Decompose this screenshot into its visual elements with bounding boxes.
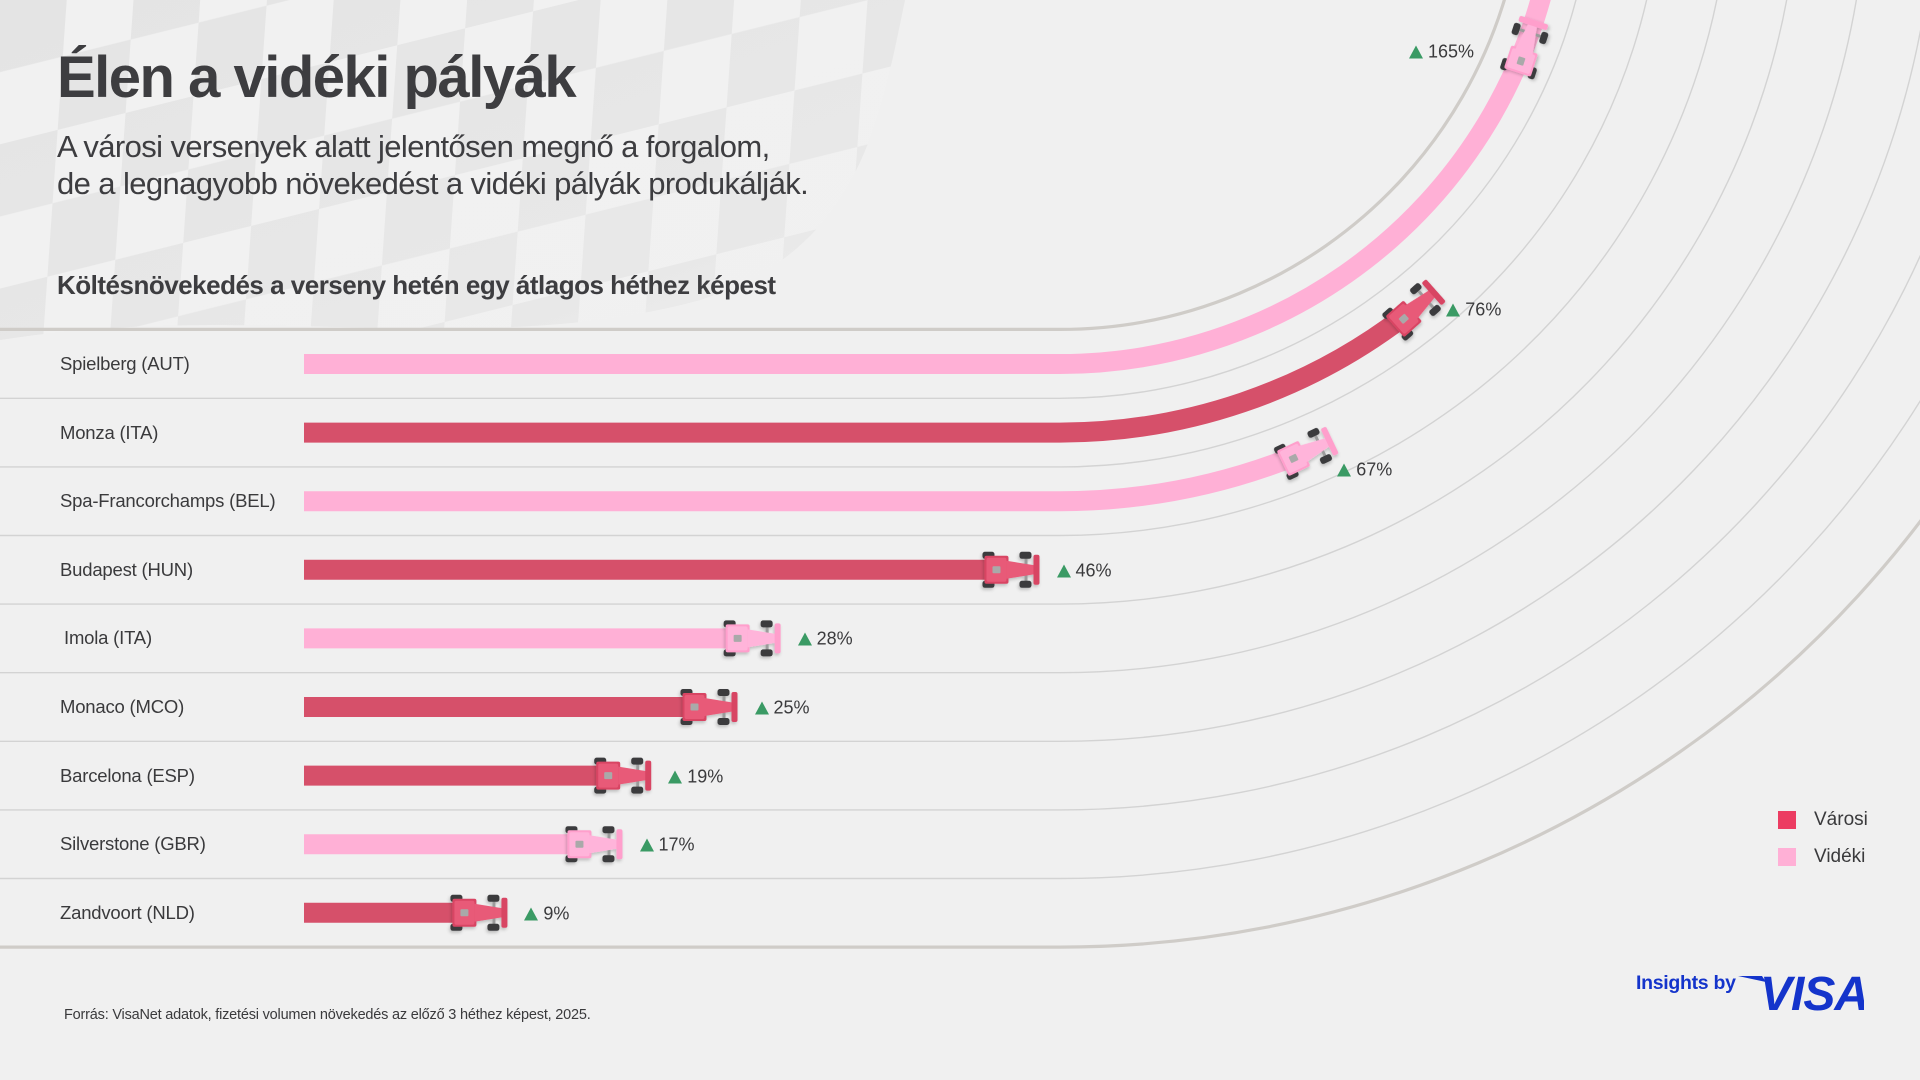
value-text: 67%: [1356, 459, 1393, 480]
row-separator: [0, 0, 1857, 674]
value-text: 165%: [1428, 41, 1475, 62]
track-border-top: [0, 0, 1506, 331]
page-title: Élen a vidéki pályák: [57, 45, 577, 110]
row-label: Spielberg (AUT): [60, 353, 190, 374]
race-car-icon: [680, 689, 738, 725]
race-car-icon: [982, 551, 1040, 588]
race-car-icon: [1500, 16, 1549, 80]
row-separator: [0, 399, 1920, 880]
row-label: Monaco (MCO): [60, 696, 185, 717]
row-label: Silverstone (GBR): [60, 833, 206, 855]
row-separator: [0, 0, 1577, 399]
row-label: Barcelona (ESP): [60, 764, 195, 786]
value-label: 46%: [1056, 560, 1112, 581]
up-arrow-icon: [1446, 303, 1461, 317]
up-arrow-icon: [1337, 463, 1352, 477]
row-separator: [0, 0, 1718, 537]
row-label: Imola (ITA): [64, 627, 152, 649]
row-label: Spa-Francorchamps (BEL): [60, 490, 276, 512]
source-note: Forrás: VisaNet adatok, fizetési volumen…: [64, 1007, 591, 1023]
value-label: 28%: [797, 628, 853, 650]
up-arrow-icon: [668, 770, 683, 784]
up-arrow-icon: [1056, 564, 1071, 578]
up-arrow-icon: [797, 632, 812, 646]
value-label: 76%: [1446, 300, 1501, 321]
legend-item-varosi: Városi: [1778, 809, 1868, 831]
chart-title: Költésnövekedés a verseny hetén egy átla…: [57, 270, 776, 300]
up-arrow-icon: [1409, 45, 1423, 59]
value-text: 76%: [1465, 299, 1502, 320]
track-border-bottom: [0, 518, 1920, 949]
brand-logo: Insights by VISA: [1636, 970, 1864, 1014]
legend-label-varosi: Városi: [1814, 809, 1868, 830]
value-label: 165%: [1409, 42, 1474, 63]
brand-prefix: Insights by: [1636, 972, 1736, 994]
value-label: 67%: [1337, 459, 1392, 480]
legend-swatch-varosi: [1778, 811, 1796, 829]
legend-swatch-videki: [1778, 848, 1796, 866]
row-separator: [0, 0, 1648, 468]
bars: [304, 0, 1551, 923]
legend-label-videki: Vidéki: [1814, 846, 1866, 867]
race-car-icon: [594, 757, 652, 794]
value-text: 25%: [773, 697, 810, 718]
up-arrow-icon: [754, 701, 769, 715]
value-text: 28%: [816, 628, 853, 649]
subtitle-line-1: A városi versenyek alatt jelentősen megn…: [57, 129, 770, 164]
legend-item-videki: Vidéki: [1778, 846, 1865, 868]
race-car-icon: [1382, 279, 1446, 341]
row-separator: [0, 0, 1788, 605]
race-car-icon: [450, 894, 508, 931]
row-label: Budapest (HUN): [60, 558, 193, 580]
row-separator: [0, 29, 1920, 742]
race-car-icon: [565, 826, 623, 863]
cars: [450, 16, 1549, 931]
bar-1: [304, 0, 1551, 374]
visa-wordmark: VISA: [1760, 970, 1864, 1014]
value-text: 46%: [1075, 560, 1112, 581]
value-text: 9%: [543, 903, 570, 924]
subtitle-line-2: de a legnagyobb növekedést a vidéki pály…: [57, 166, 809, 201]
race-car-icon: [1273, 427, 1339, 480]
value-label: 17%: [639, 834, 695, 856]
row-separator: [0, 254, 1920, 811]
row-label: Monza (ITA): [60, 421, 159, 443]
row-label: Zandvoort (NLD): [60, 901, 195, 923]
bar-3: [304, 446, 1301, 512]
subtitle: A városi versenyek alatt jelentősen megn…: [57, 128, 809, 202]
value-label: 25%: [754, 697, 810, 719]
track-lines: [0, 0, 1920, 949]
up-arrow-icon: [639, 838, 654, 852]
value-label: 9%: [524, 903, 569, 924]
up-arrow-icon: [524, 907, 539, 921]
value-label: 19%: [668, 766, 723, 787]
checkered-flag-background: [0, 0, 905, 340]
race-car-icon: [723, 620, 781, 657]
visa-logo-icon: VISA: [1737, 970, 1864, 1014]
value-text: 17%: [658, 834, 695, 855]
value-text: 19%: [687, 766, 724, 787]
bar-2: [304, 307, 1412, 443]
